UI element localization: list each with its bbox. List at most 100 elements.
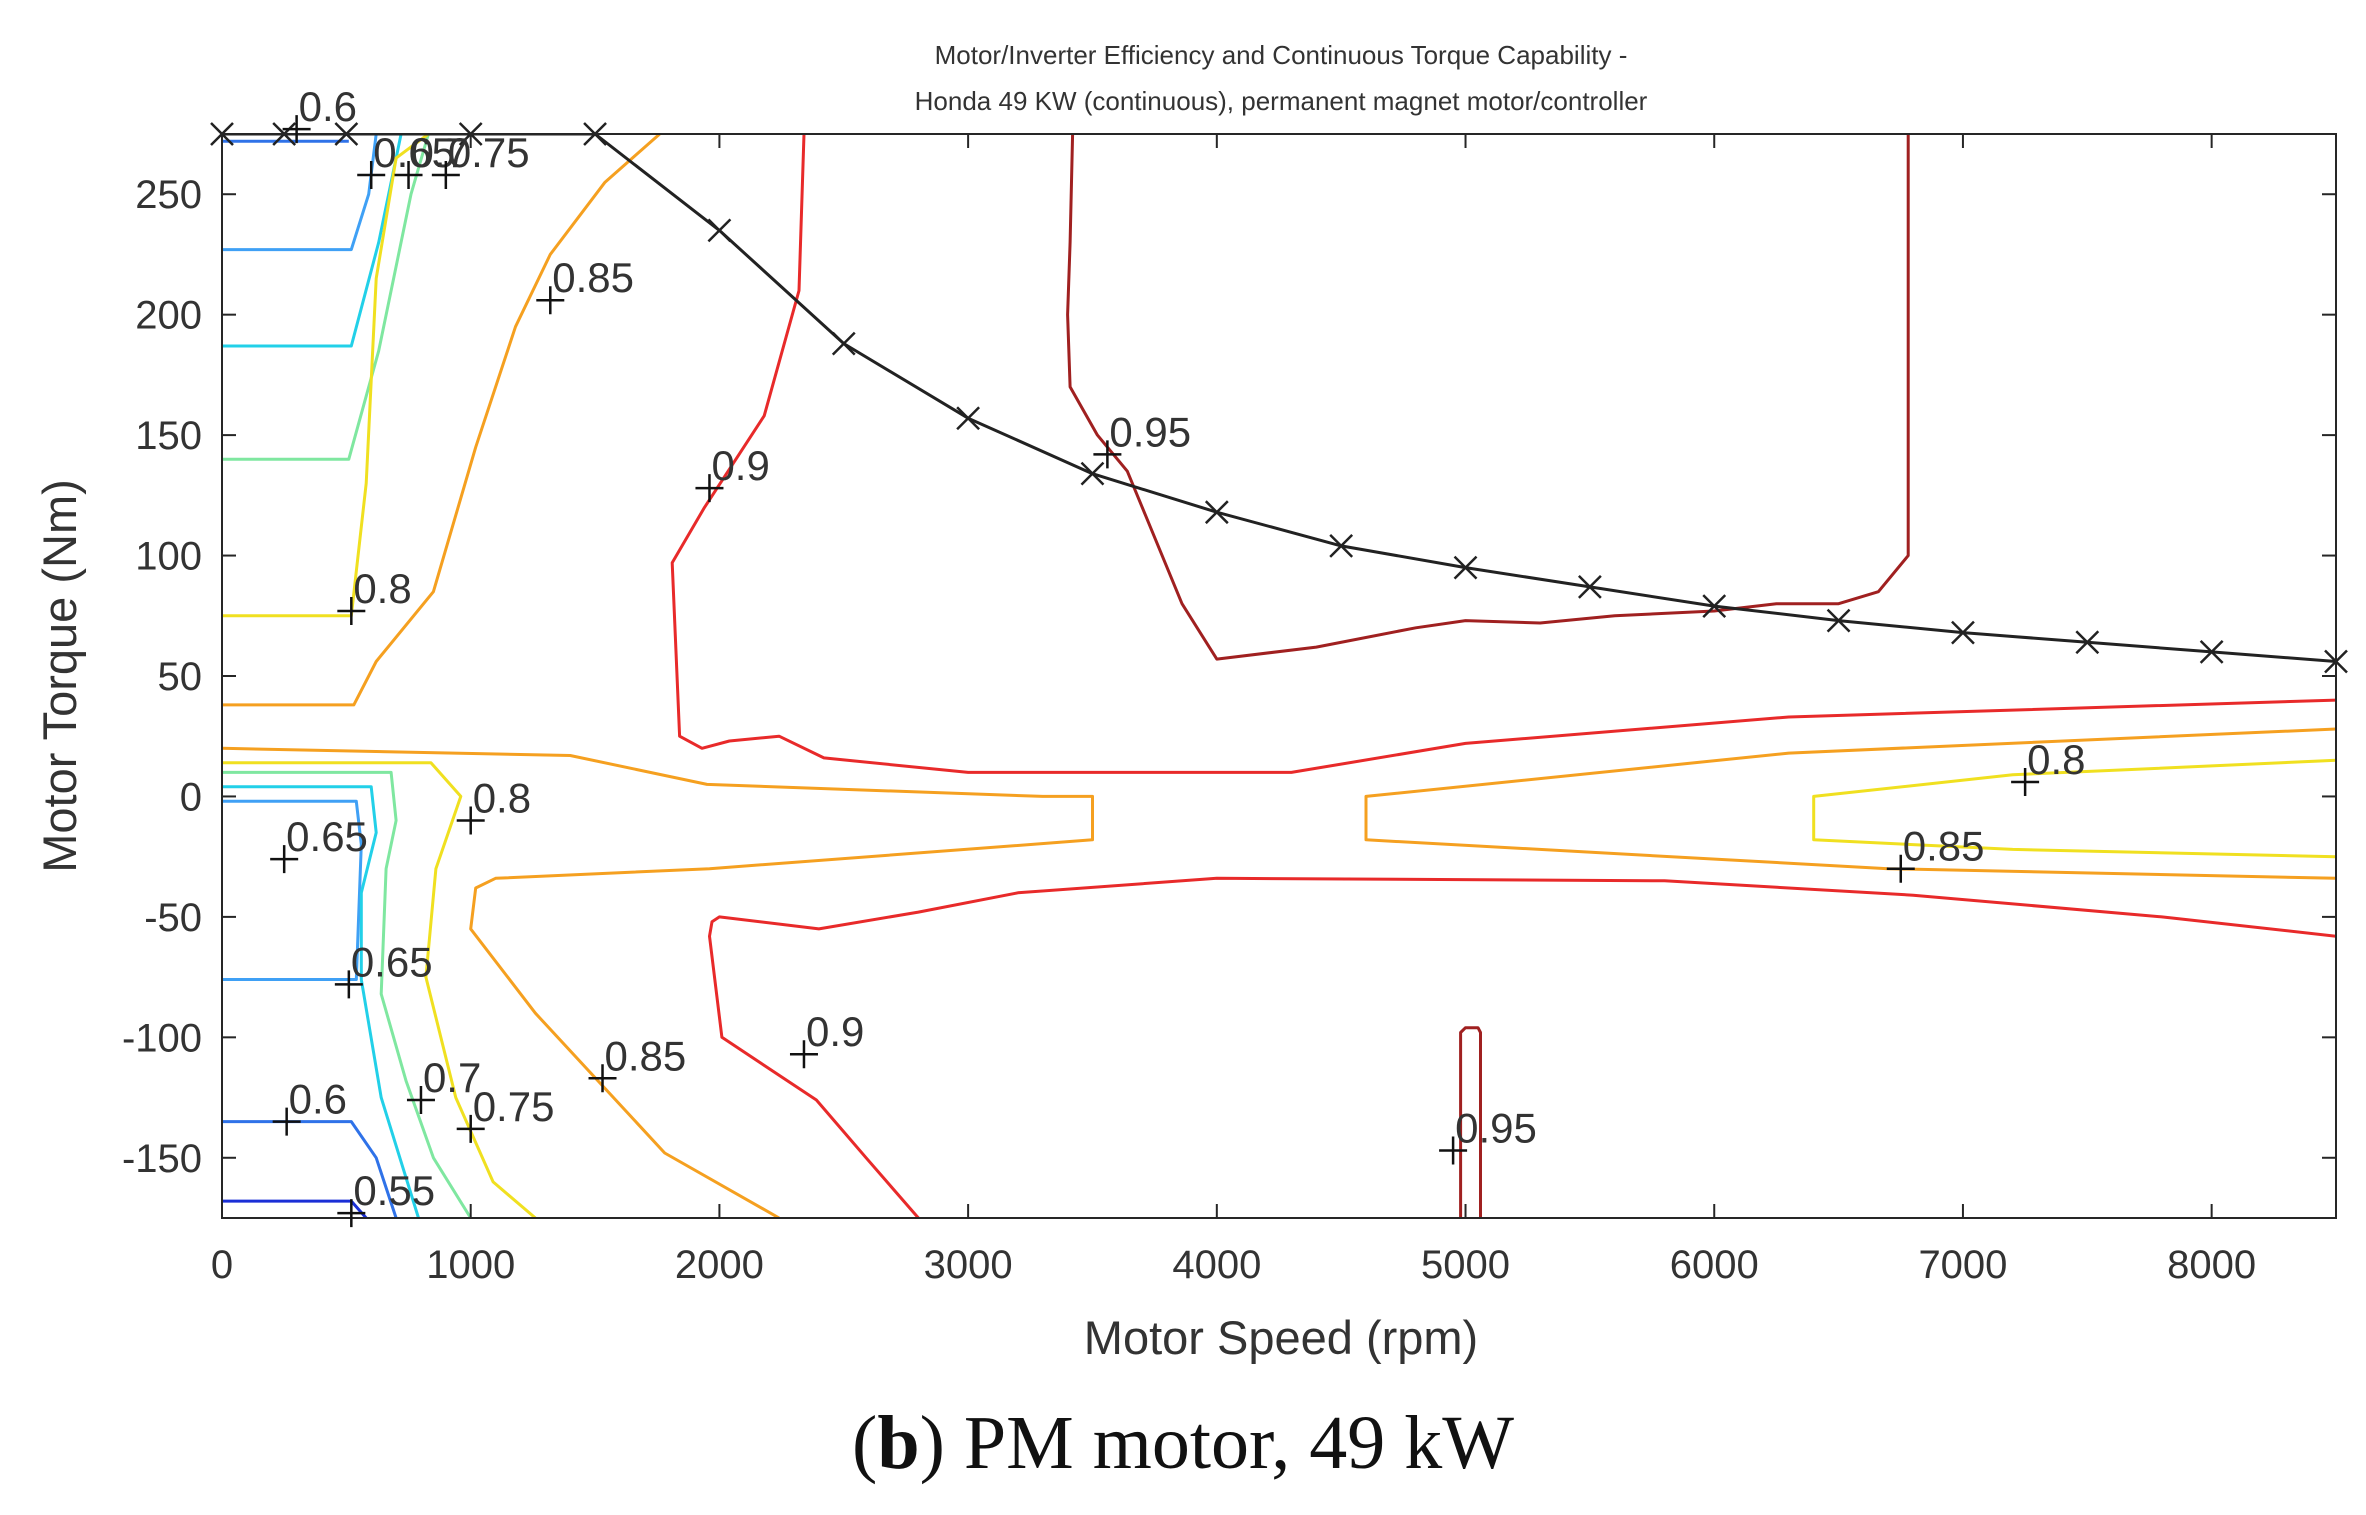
- y-tick-label: -50: [144, 896, 202, 940]
- contour-label-marker: [270, 845, 299, 874]
- contour-label: 0.95: [1455, 1105, 1537, 1152]
- contour-label: 0.8: [473, 775, 531, 822]
- axis-ticks: 0 1000 2000 3000 4000 5000 6000 7000 8000-150-10…: [122, 134, 2336, 1287]
- contour-line-0.65-0: [222, 134, 378, 252]
- x-tick-label: 5000: [1421, 1243, 1510, 1287]
- contour-line-0.85-0: [222, 134, 661, 707]
- contour-label-marker: [337, 1199, 366, 1228]
- torque-curve-line: [222, 134, 2336, 663]
- contour-label-marker: [337, 596, 366, 625]
- contour-label: 0.7: [411, 129, 469, 176]
- torque-curve-marker: [1577, 574, 1602, 599]
- torque-curve-marker: [1080, 461, 1105, 486]
- x-tick-label: 2000: [675, 1243, 764, 1287]
- contour-label-marker: [394, 160, 423, 189]
- contour-label-marker: [357, 160, 386, 189]
- contour-label-marker: [272, 1107, 301, 1136]
- contour-line-0.9-0: [670, 134, 2336, 774]
- y-tick-label: 150: [135, 414, 202, 458]
- contour-label-marker: [588, 1064, 617, 1093]
- contour-label: 0.55: [353, 1167, 435, 1214]
- contour-label: 0.7: [423, 1054, 481, 1101]
- contour-lines: [222, 134, 2336, 1218]
- x-tick-label: 7000: [1918, 1243, 2007, 1287]
- torque-curve-marker: [956, 406, 981, 431]
- y-tick-label: 50: [158, 655, 203, 699]
- contour-line-0.85-1: [222, 746, 1094, 1218]
- torque-curve-marker: [707, 218, 732, 243]
- figure-caption: (b) PM motor, 49 kW: [852, 1401, 1514, 1485]
- y-tick-label: 200: [135, 294, 202, 338]
- contour-label: 0.75: [473, 1083, 555, 1130]
- torque-capability-curve: [222, 134, 2336, 663]
- torque-curve-marker: [1951, 620, 1975, 645]
- caption-text: PM motor, 49 kW: [963, 1401, 1514, 1485]
- x-tick-label: 6000: [1670, 1243, 1759, 1287]
- contour-label-marker: [334, 970, 363, 999]
- contour-label: 0.6: [289, 1076, 347, 1123]
- contour-label-marker: [1093, 440, 1122, 469]
- chart-subtitle: Honda 49 KW (continuous), permanent magn…: [915, 86, 1648, 116]
- contour-line-0.8-1: [222, 761, 537, 1218]
- y-tick-label: 0: [180, 775, 202, 819]
- caption-letter: b: [877, 1401, 920, 1485]
- contour-label-marker: [1886, 854, 1915, 883]
- x-tick-label: 8000: [2167, 1243, 2256, 1287]
- contour-line-0.95-1: [1459, 1026, 1482, 1218]
- contour-line-0.8-2: [1812, 758, 2336, 859]
- x-tick-label: 1000: [426, 1243, 515, 1287]
- torque-curve-marker: [2199, 640, 2224, 664]
- x-axis-label: Motor Speed (rpm): [1084, 1311, 1478, 1364]
- contour-label: 0.9: [711, 442, 769, 489]
- contour-label: 0.8: [353, 565, 411, 612]
- contour-label-marker: [456, 1114, 485, 1143]
- contour-label: 0.65: [351, 938, 433, 985]
- contour-label: 0.65: [373, 129, 455, 176]
- contour-label-marker: [2011, 767, 2040, 796]
- y-tick-label: 250: [135, 173, 202, 217]
- contour-label-marker: [536, 286, 565, 315]
- contour-line-0.55-0: [222, 1199, 368, 1218]
- contour-label: 0.85: [605, 1032, 687, 1079]
- plot-frame: [221, 133, 2337, 1219]
- y-tick-label: 100: [135, 535, 202, 579]
- contour-label-marker: [431, 160, 460, 189]
- x-tick-label: 3000: [924, 1243, 1013, 1287]
- torque-curve-marker: [1453, 555, 1478, 580]
- chart-title: Motor/Inverter Efficiency and Continuous…: [935, 40, 1628, 70]
- contour-line-0.65-1: [222, 799, 363, 981]
- contour-label: 0.85: [552, 254, 634, 301]
- contour-line-0.75-1: [222, 770, 472, 1218]
- plot-area: [210, 122, 2348, 1219]
- y-tick-label: -150: [122, 1137, 202, 1181]
- x-tick-label: 4000: [1172, 1243, 1261, 1287]
- contour-label: 0.95: [1109, 408, 1191, 455]
- contour-line-0.85-2: [1364, 727, 2336, 880]
- contour-line-0.95-0: [1066, 134, 1910, 661]
- contour-label-marker: [695, 474, 724, 503]
- torque-curve-marker: [1329, 534, 1354, 558]
- contour-line-0.8-0: [222, 134, 430, 618]
- y-axis-label: Motor Torque (Nm): [33, 479, 86, 873]
- contour-line-0.9-1: [708, 876, 2336, 1218]
- contour-label-marker: [406, 1085, 435, 1114]
- torque-curve-marker: [831, 331, 856, 356]
- x-tick-label: 0: [211, 1243, 233, 1287]
- contour-label: 0.8: [2027, 736, 2085, 783]
- torque-curve-markers: [210, 122, 2348, 674]
- contour-label-marker: [456, 806, 485, 835]
- contour-line-0.7-1: [222, 785, 420, 1218]
- contour-label-marker: [1439, 1136, 1468, 1165]
- contour-label: 0.75: [448, 129, 530, 176]
- torque-curve-marker: [1826, 608, 1851, 633]
- contour-labels: 0.60.650.70.750.850.90.950.80.80.650.80.…: [270, 83, 2086, 1228]
- contour-label: 0.6: [299, 83, 357, 130]
- torque-curve-marker: [2075, 630, 2100, 655]
- contour-label-marker: [282, 115, 311, 144]
- contour-line-0.75-0: [222, 134, 430, 461]
- contour-label: 0.85: [1903, 823, 1985, 870]
- torque-curve-marker: [1702, 594, 1727, 619]
- contour-label: 0.9: [806, 1008, 864, 1055]
- contour-label-marker: [789, 1040, 818, 1069]
